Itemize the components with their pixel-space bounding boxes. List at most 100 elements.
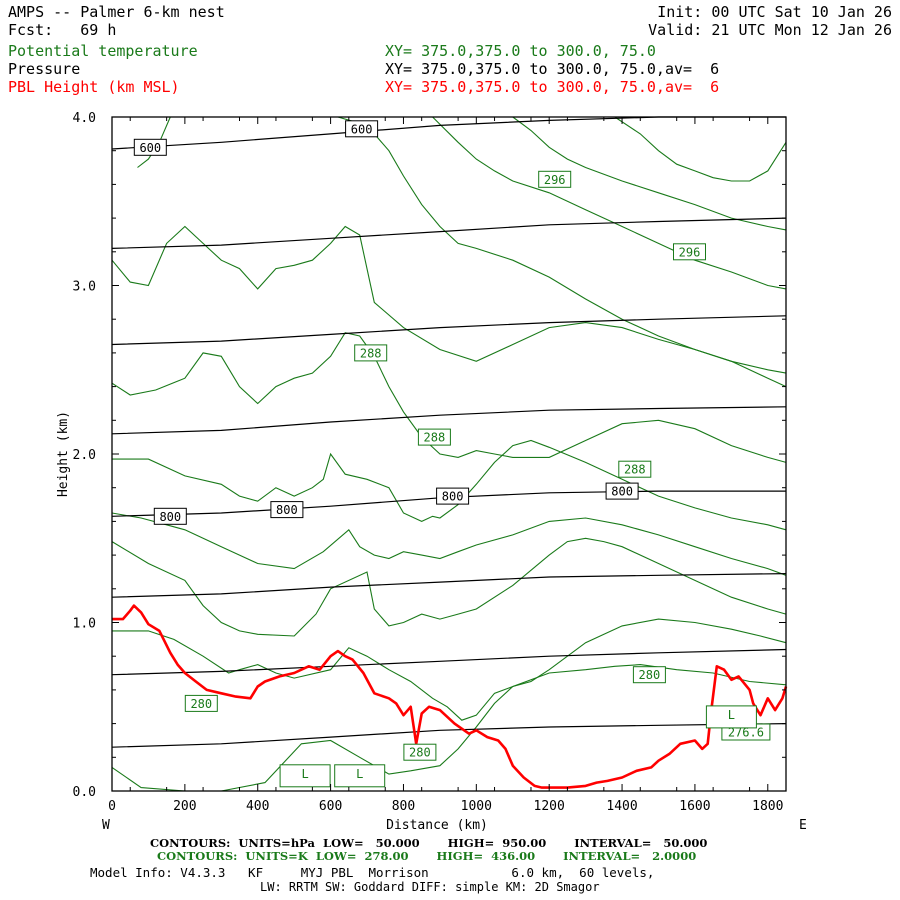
pressure-label-1-box [345, 120, 379, 138]
pbl-height-series [112, 604, 788, 789]
x-west-label: W [102, 818, 110, 833]
pressure-label-3: 800 [270, 501, 304, 519]
theta-label-5-text: 280 [190, 697, 212, 711]
pressure-contour-750 [111, 406, 787, 435]
pressure-label-0-box [133, 138, 167, 156]
pressure-contour-850 [111, 573, 787, 598]
x-tick-label-0: 0 [108, 799, 116, 814]
legend-theta-xy: XY= 375.0,375.0 to 300.0, 75.0 [385, 42, 656, 60]
x-tick-label-7: 1400 [606, 799, 637, 814]
pressure-label-4: 800 [436, 487, 470, 505]
y-tick-label-1: 1.0 [73, 617, 96, 632]
init-time: Init: 00 UTC Sat 10 Jan 26 [657, 3, 892, 21]
theta-contour-5 [111, 332, 787, 463]
low-marker-0: L [279, 764, 331, 788]
theta-label-1-text: 296 [679, 245, 701, 259]
valid-time: Valid: 21 UTC Mon 12 Jan 26 [648, 21, 892, 39]
y-tick-label-0: 0.0 [73, 785, 96, 800]
pressure-label-2-box [153, 507, 187, 525]
legend-theta-name: Potential temperature [8, 42, 198, 60]
y-tick-label-2: 2.0 [73, 448, 96, 463]
x-east-label: E [799, 818, 807, 833]
x-tick-label-6: 1200 [534, 799, 565, 814]
theta-contour-0 [111, 664, 787, 792]
y-tick-label-4: 4.0 [73, 111, 96, 126]
pressure-label-2: 800 [153, 507, 187, 525]
legend-pbl-xy: XY= 375.0,375.0 to 300.0, 75.0,av= 6 [385, 78, 720, 96]
legend-pressure-name: Pressure [8, 60, 81, 78]
y-axis-label: Height (km) [56, 411, 71, 497]
low-marker-box-1 [334, 764, 386, 788]
theta-label-8-text: 276.6 [728, 726, 764, 740]
theta-label-0-text: 296 [544, 173, 566, 187]
theta-label-4-text: 288 [624, 463, 646, 477]
pressure-label-1-text: 600 [351, 122, 373, 136]
x-tick-label-1: 200 [173, 799, 196, 814]
pressure-contour-700 [111, 315, 787, 346]
pressure-contour-950 [111, 723, 787, 748]
theta-label-2-box [354, 344, 388, 362]
theta-label-0: 296 [538, 170, 572, 188]
pressure-label-5: 800 [605, 482, 639, 500]
pressure-label-2-text: 800 [159, 510, 181, 524]
theta-label-4: 288 [618, 460, 652, 478]
theta-label-2-text: 288 [360, 346, 382, 360]
pressure-label-4-text: 800 [442, 490, 464, 504]
x-tick-label-2: 400 [246, 799, 269, 814]
theta-label-7: 280 [632, 666, 666, 684]
footer-contours-pressure: CONTOURS: UNITS=hPa LOW= 50.000 HIGH= 95… [150, 836, 708, 850]
footer-contours-theta: CONTOURS: UNITS=K LOW= 278.00 HIGH= 436.… [157, 849, 697, 863]
low-marker-2: L [705, 705, 757, 729]
theta-label-6-box [403, 743, 437, 761]
x-tick-label-9: 1800 [752, 799, 783, 814]
low-marker-box-2 [705, 705, 757, 729]
theta-label-2: 288 [354, 344, 388, 362]
pressure-label-0-text: 600 [139, 141, 161, 155]
theta-contour-11 [614, 116, 787, 182]
legend-pressure-xy: XY= 375.0,375.0 to 300.0, 75.0,av= 6 [385, 60, 720, 78]
theta-contour-2 [111, 537, 787, 637]
x-axis-label: Distance (km) [386, 818, 488, 833]
theta-label-5-box [184, 694, 218, 712]
theta-label-7-box [632, 666, 666, 684]
theta-contour-9 [432, 116, 787, 290]
x-tick-label-3: 600 [319, 799, 342, 814]
low-marker-text-2: L [728, 708, 735, 722]
theta-contours [111, 116, 787, 792]
x-tick-label-8: 1600 [679, 799, 710, 814]
x-tick-label-4: 800 [392, 799, 415, 814]
low-marker-box-0 [279, 764, 331, 788]
axes: 0 200 400 600 800 1000 1200 1400 1600 1800 0.0 1.0 2… [73, 111, 786, 814]
theta-contour-4 [112, 439, 787, 531]
theta-label-5: 280 [184, 694, 218, 712]
theta-label-1: 296 [673, 243, 706, 261]
theta-label-0-box [538, 170, 572, 188]
contour-labels: 600 600 800 800 800 800 296 296 288 288 288 280 280 2… [133, 120, 771, 788]
pressure-label-0: 600 [133, 138, 167, 156]
low-marker-1: L [334, 764, 386, 788]
pressure-label-1: 600 [345, 120, 379, 138]
x-tick-label-5: 1000 [461, 799, 492, 814]
theta-contour-10 [512, 116, 787, 231]
footer-model-info: Model Info: V4.3.3 KF MYJ PBL Morrison 6… [90, 865, 655, 880]
pressure-label-5-box [605, 482, 639, 500]
pressure-contour-650 [111, 217, 787, 249]
legend-pbl-name: PBL Height (km MSL) [8, 78, 180, 96]
theta-label-6-text: 280 [409, 746, 431, 760]
plot-frame [111, 116, 787, 792]
y-tick-label-3: 3.0 [73, 280, 96, 295]
theta-label-3: 288 [417, 428, 451, 446]
theta-contour-6 [111, 225, 787, 388]
pbl-height-line [112, 604, 788, 789]
theta-label-4-box [618, 460, 652, 478]
forecast-hour: Fcst: 69 h [8, 21, 117, 39]
pressure-label-4-box [436, 487, 470, 505]
theta-label-6: 280 [403, 743, 437, 761]
theta-label-3-text: 288 [424, 431, 446, 445]
pressure-label-3-text: 800 [276, 503, 298, 517]
low-marker-text-1: L [356, 767, 363, 781]
theta-contour-8 [337, 116, 787, 374]
theta-label-7-text: 280 [639, 668, 661, 682]
pressure-label-3-box [270, 501, 304, 519]
